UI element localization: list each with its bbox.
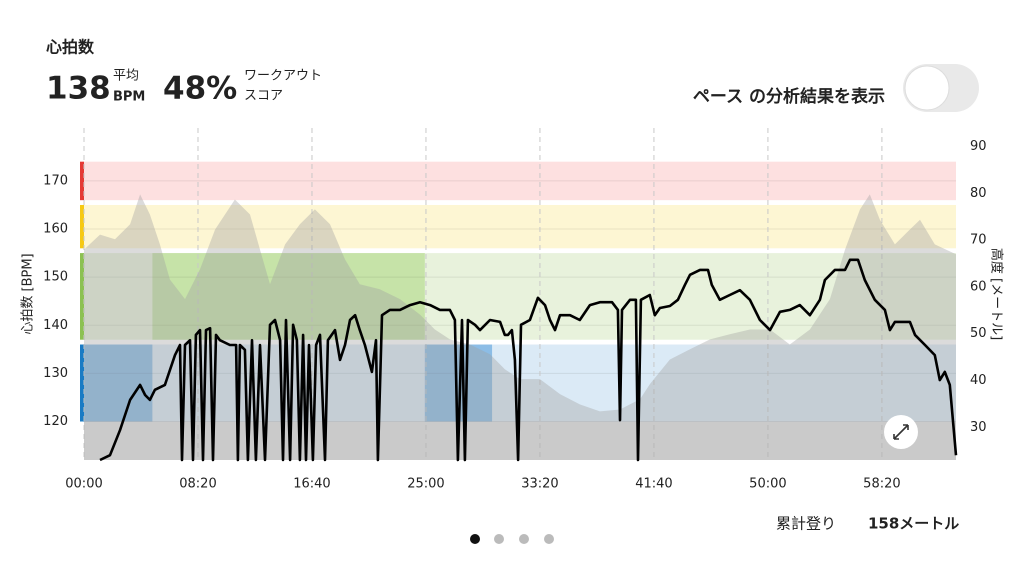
toggle-label: ペース の分析結果を表示 [693,86,885,107]
y-tick-label: 120 [43,414,68,429]
x-tick-label: 16:40 [293,477,330,492]
zone-marker [80,253,84,340]
x-tick-label: 58:20 [863,477,900,492]
heart-rate-line [99,258,958,462]
y2-tick-label: 60 [970,279,987,294]
plot: 120 130 140 150 160 170 30 40 50 60 70 80 90 00:00 08:… [21,128,1005,492]
footer-value: 158メートル [868,515,959,533]
y2-tick-label: 30 [970,420,987,435]
score-label: スコア [244,89,283,104]
y-axis-title: 心拍数 [BPM] [21,253,36,334]
y2-tick-label: 40 [970,373,987,388]
y2-tick-label: 90 [970,139,987,154]
zone-highlight [84,344,153,422]
y-tick-label: 140 [43,318,68,333]
avg-value: 138 [46,71,111,107]
title: 心拍数 [46,38,95,57]
zone-marker [80,344,84,422]
zone-band [84,204,956,249]
x-tick-label: 50:00 [749,477,786,492]
y2-tick-label: 80 [970,186,987,201]
score-value: 48% [163,71,237,107]
toggle-knob[interactable] [904,65,950,111]
y-tick-label: 130 [43,366,68,381]
y2-axis-title: 高度 [メートル] [989,248,1005,340]
score-label: ワークアウト [244,69,322,84]
y-tick-label: 150 [43,270,68,285]
footer-label: 累計登り [776,515,836,533]
avg-label: 平均 [113,69,139,84]
page-dot[interactable] [544,534,554,544]
zone-marker [80,161,84,201]
page-dot[interactable] [470,534,480,544]
y2-tick-label: 70 [970,233,987,248]
y-tick-label: 160 [43,222,68,237]
expand-button[interactable] [884,415,918,449]
x-tick-label: 33:20 [521,477,558,492]
x-tick-label: 25:00 [407,477,444,492]
zone-marker [80,204,84,249]
page-dot[interactable] [494,534,504,544]
x-tick-label: 08:20 [179,477,216,492]
x-tick-label: 00:00 [65,477,102,492]
toggle[interactable] [903,64,979,112]
page-dot[interactable] [519,534,529,544]
y2-tick-label: 50 [970,326,987,341]
avg-unit: BPM [113,90,145,105]
y-tick-label: 170 [43,173,68,188]
expand-icon[interactable] [893,424,909,440]
zone-band [84,161,956,201]
x-tick-label: 41:40 [635,477,672,492]
